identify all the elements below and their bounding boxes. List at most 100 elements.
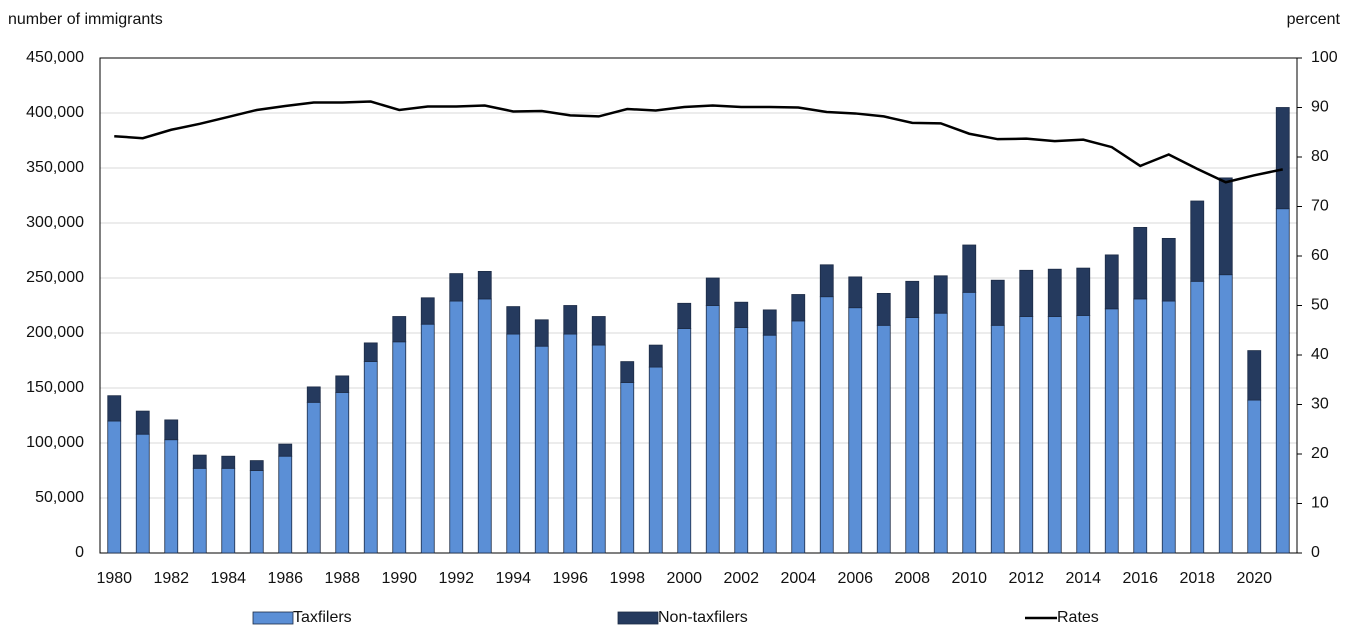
bar xyxy=(1218,274,1233,554)
bar xyxy=(534,319,549,347)
x-tick-label: 2006 xyxy=(837,570,873,587)
bar xyxy=(705,277,720,306)
x-tick-label: 2020 xyxy=(1236,570,1272,587)
bar xyxy=(734,301,749,328)
bar xyxy=(192,454,207,469)
bar xyxy=(249,460,264,471)
x-tick-label: 1998 xyxy=(609,570,645,587)
bar xyxy=(477,270,492,300)
bar xyxy=(1190,200,1205,282)
bar xyxy=(791,320,806,554)
bar xyxy=(1218,177,1233,276)
bar xyxy=(477,298,492,554)
y-tick-label: 350,000 xyxy=(26,159,84,176)
bar xyxy=(363,361,378,554)
line xyxy=(114,100,1284,184)
y-tick-label: 450,000 xyxy=(26,49,84,66)
bar xyxy=(791,294,806,322)
y2-tick-label: 50 xyxy=(1311,297,1329,314)
bar xyxy=(848,307,863,554)
bar xyxy=(905,317,920,554)
bar xyxy=(1104,308,1119,554)
y-tick-label: 50,000 xyxy=(35,489,84,506)
plot-frame xyxy=(99,57,1298,554)
bar xyxy=(506,333,521,554)
bar xyxy=(1247,399,1262,554)
x-tick-label: 1988 xyxy=(324,570,360,587)
bar xyxy=(933,312,948,554)
bar xyxy=(762,334,777,554)
bar xyxy=(648,344,663,368)
bar xyxy=(990,324,1005,554)
y2-tick-label: 0 xyxy=(1311,544,1320,561)
bar xyxy=(762,309,777,336)
bar xyxy=(164,419,179,441)
x-tick-label: 2008 xyxy=(894,570,930,587)
x-tick-label: 1982 xyxy=(153,570,189,587)
bar xyxy=(1133,226,1148,300)
bar xyxy=(420,297,435,325)
y2-tick-label: 70 xyxy=(1311,198,1329,215)
bar xyxy=(819,264,834,298)
bar xyxy=(933,275,948,314)
y2-tick-label: 30 xyxy=(1311,396,1329,413)
x-tick-label: 1996 xyxy=(552,570,588,587)
bar xyxy=(1190,280,1205,554)
bar xyxy=(278,455,293,554)
x-tick-label: 1980 xyxy=(96,570,132,587)
bar xyxy=(221,467,236,554)
bar xyxy=(306,401,321,554)
y-tick-label: 300,000 xyxy=(26,214,84,231)
y-tick-label: 0 xyxy=(75,544,84,561)
bar xyxy=(335,375,350,393)
y-tick-label: 200,000 xyxy=(26,324,84,341)
bar xyxy=(278,443,293,457)
bar xyxy=(192,467,207,554)
bar xyxy=(734,327,749,554)
bar xyxy=(563,305,578,335)
bar xyxy=(392,341,407,554)
bar xyxy=(107,395,122,422)
bar xyxy=(1161,237,1176,302)
bar xyxy=(306,386,321,403)
y2-axis-title: percent xyxy=(1287,11,1341,28)
legend-swatch xyxy=(252,611,294,625)
y2-tick-label: 40 xyxy=(1311,346,1329,363)
bar xyxy=(363,342,378,362)
bar xyxy=(962,244,977,293)
bar xyxy=(1104,254,1119,310)
x-tick-label: 2000 xyxy=(666,570,702,587)
bar xyxy=(1076,267,1091,316)
bar xyxy=(705,305,720,554)
bar xyxy=(1019,269,1034,317)
y-tick-label: 150,000 xyxy=(26,379,84,396)
bar xyxy=(164,439,179,554)
x-tick-label: 2012 xyxy=(1008,570,1044,587)
y-axis-title: number of immigrants xyxy=(8,11,163,28)
bar xyxy=(876,292,891,326)
y-tick-label: 100,000 xyxy=(26,434,84,451)
bar xyxy=(1133,298,1148,554)
legend-label: Taxfilers xyxy=(293,609,352,626)
bar xyxy=(620,361,635,383)
legend-swatch xyxy=(617,611,659,625)
x-tick-label: 1992 xyxy=(438,570,474,587)
y2-tick-label: 100 xyxy=(1311,49,1338,66)
legend-label: Rates xyxy=(1057,609,1099,626)
x-tick-label: 1986 xyxy=(267,570,303,587)
bar xyxy=(221,455,236,469)
bar xyxy=(1275,107,1290,210)
bar xyxy=(848,276,863,309)
bar xyxy=(534,345,549,554)
y2-tick-label: 80 xyxy=(1311,148,1329,165)
bar xyxy=(449,273,464,302)
bar xyxy=(677,302,692,329)
x-tick-label: 1990 xyxy=(381,570,417,587)
bar xyxy=(876,324,891,554)
bar xyxy=(591,316,606,346)
bar xyxy=(990,279,1005,326)
bar xyxy=(620,382,635,554)
bar xyxy=(1076,314,1091,554)
x-tick-label: 2010 xyxy=(951,570,987,587)
bar xyxy=(135,410,150,435)
